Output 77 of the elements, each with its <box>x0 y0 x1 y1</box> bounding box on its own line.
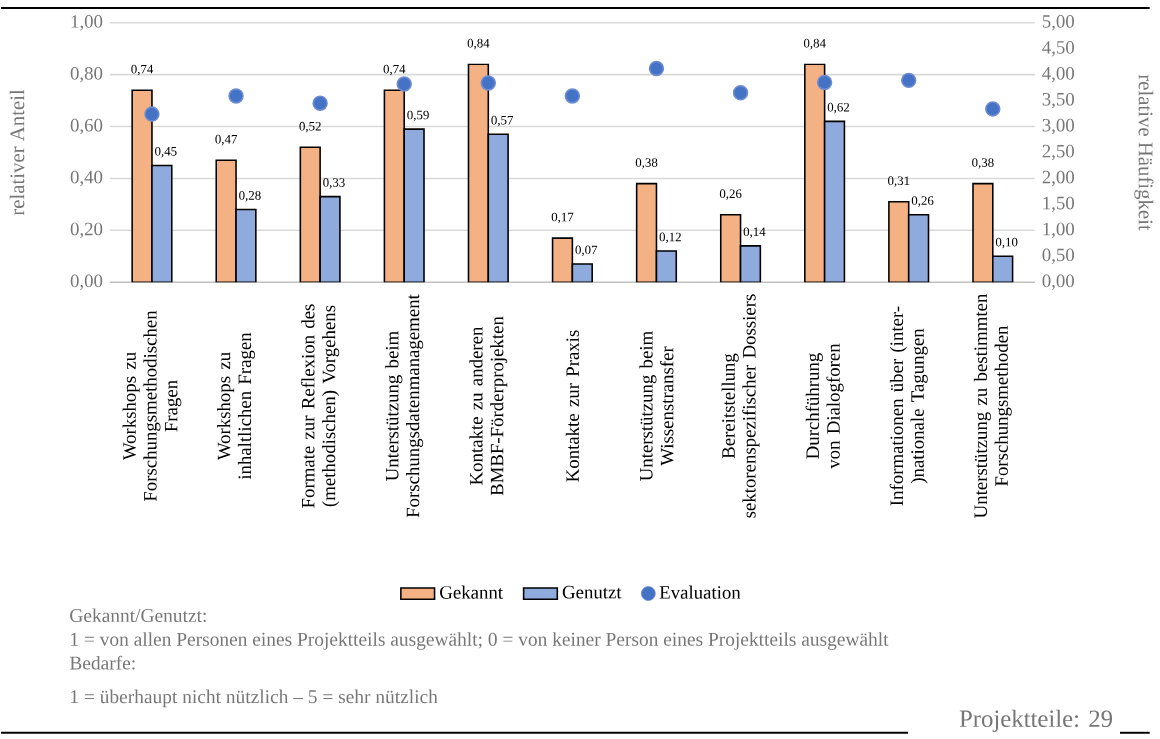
text: 1 = überhaupt nicht nützlich – 5 = sehr nützlich <box>71 689 438 708</box>
point <box>480 75 497 91</box>
legend-label: Gekannt <box>440 585 503 599</box>
x-tick-label: Kontakte zu anderen BMBF-Förderprojekten <box>469 316 508 496</box>
y-tick-label: 0,00 <box>70 274 103 291</box>
y2-axis-title: relative Häufigkeit <box>1134 74 1154 231</box>
data-label: 0,62 <box>827 103 850 114</box>
y2-tick-label: 2,50 <box>1042 144 1075 161</box>
text: Bedarfe: <box>69 655 135 670</box>
data-label: 0,10 <box>995 237 1018 249</box>
y-tick-label: 0,20 <box>70 222 103 239</box>
x-tick-label: Durchführung von Dialogforen <box>805 343 844 469</box>
data-label: 0,33 <box>323 178 345 189</box>
y2-tick-label: 5,00 <box>1042 15 1075 31</box>
data-label: 0,47 <box>215 134 238 146</box>
text: Projektteile: 29 <box>959 709 1113 733</box>
y-tick-label: 0,80 <box>70 67 103 83</box>
x-tick-label: Unterstützung beim Forschungsdatenmanagement <box>385 294 424 518</box>
data-label: 0,38 <box>635 158 658 169</box>
data-label: 0,12 <box>659 232 681 244</box>
data-label: 0,31 <box>888 176 910 188</box>
x-tick-label: Workshops zu inhaltlichen Fragen <box>217 332 255 480</box>
bar <box>487 133 509 283</box>
y2-tick-label: 1,50 <box>1043 196 1075 213</box>
point <box>816 74 833 91</box>
legend-label: Genutzt <box>562 585 622 599</box>
y2-tick-label: 4,50 <box>1042 41 1075 57</box>
data-label: 0,52 <box>299 122 321 133</box>
legend-label: Evaluation <box>659 585 741 599</box>
bar <box>907 214 930 283</box>
data-label: 0,45 <box>155 147 177 158</box>
y2-tick-label: 0,50 <box>1042 248 1075 265</box>
point <box>648 60 665 77</box>
data-label: 0,57 <box>491 115 514 127</box>
bar <box>823 120 846 283</box>
y2-tick-label: 2,00 <box>1042 170 1075 187</box>
y2-tick-label: 3,00 <box>1042 119 1075 135</box>
point <box>732 85 749 101</box>
data-label: 0,28 <box>239 191 261 202</box>
data-label: 0,74 <box>131 64 154 76</box>
y2-tick-label: 0,00 <box>1042 274 1075 291</box>
x-tick-label: Kontakte zur Praxis <box>565 330 579 482</box>
point <box>396 76 412 92</box>
point <box>144 106 160 122</box>
data-label: 0,26 <box>719 189 742 201</box>
x-tick-label: Bereitstellung sektorenspezifischer Dossiers <box>721 294 760 518</box>
data-label: 0,59 <box>407 110 429 122</box>
point <box>564 88 581 104</box>
data-label: 0,84 <box>803 38 826 50</box>
y-tick-label: 1,00 <box>71 15 103 31</box>
point <box>228 88 244 104</box>
text: Gekannt/Genutzt: <box>70 608 206 623</box>
y2-tick-label: 1,00 <box>1043 222 1075 239</box>
x-tick-label: Workshops zu Forschungsmethodischen Fragen <box>122 310 182 502</box>
data-label: 0,14 <box>743 227 766 239</box>
text: 1 = von allen Personen eines Projektteils ausgewählt; 0 = von keiner Person eines Projektteils ausgewählt <box>71 632 889 650</box>
data-label: 0,38 <box>972 158 994 169</box>
x-tick-label: Informationen über (inter-)nationale Tagungen <box>889 306 928 506</box>
data-label: 0,74 <box>383 64 406 76</box>
point <box>312 95 328 112</box>
data-label: 0,26 <box>911 196 934 207</box>
x-tick-label: Formate zur Reflexion des (methodischen) Vorgehens <box>301 304 340 509</box>
y-axis-title: relativer Anteil <box>9 89 25 216</box>
y2-tick-label: 4,00 <box>1042 67 1075 83</box>
y-tick-label: 0,40 <box>70 170 103 187</box>
x-tick-label: Unterstützung beim Wissenstransfer <box>639 331 674 482</box>
y2-tick-label: 3,50 <box>1042 93 1075 109</box>
data-label: 0,07 <box>575 245 598 257</box>
y-tick-label: 0,60 <box>70 119 103 135</box>
bar <box>151 164 173 283</box>
point <box>900 72 917 89</box>
data-label: 0,17 <box>551 212 574 224</box>
point <box>985 101 1001 117</box>
bar <box>739 245 762 283</box>
x-tick-label: Unterstützung zu bestimmten Forschungsmethoden <box>973 294 1012 519</box>
data-label: 0,84 <box>467 38 490 50</box>
bar <box>403 128 425 283</box>
